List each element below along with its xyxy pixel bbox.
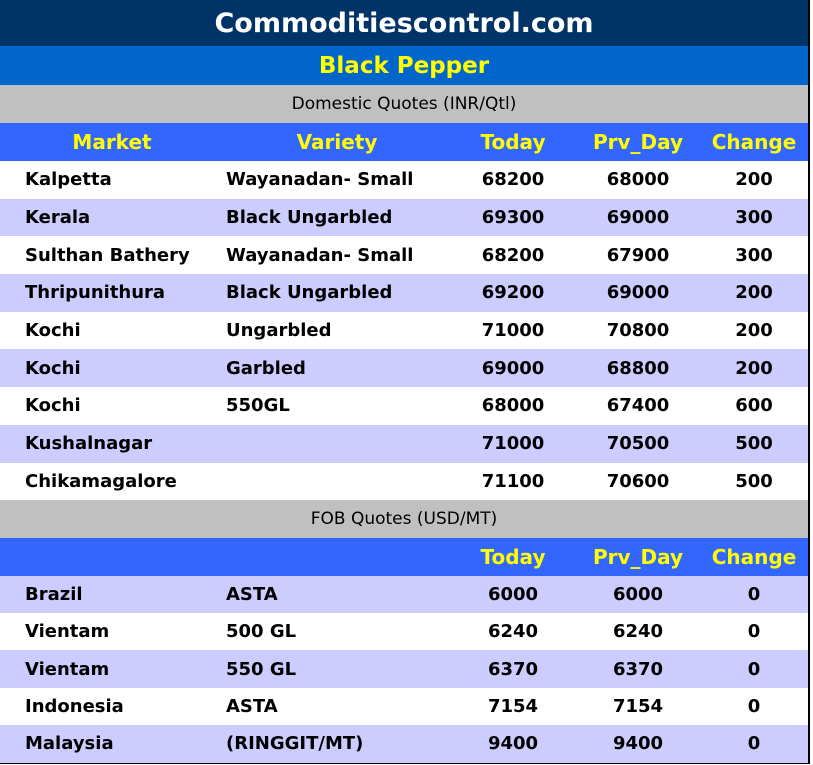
- cell-today: 69300: [481, 207, 545, 229]
- table-row: Vientam 500 GL 6240 6240 0: [0, 613, 808, 650]
- table-row: Malaysia (RINGGIT/MT) 9400 9400 0: [0, 725, 808, 763]
- cell-change: 500: [735, 433, 773, 455]
- cell-prv-day: 68000: [606, 169, 670, 191]
- cell-market: Kochi: [25, 357, 81, 379]
- cell-change: 500: [735, 470, 773, 492]
- cell-today: 71000: [481, 320, 545, 342]
- cell-today: 6000: [487, 583, 539, 605]
- cell-prv-day: 6370: [612, 658, 664, 680]
- cell-change: 200: [735, 357, 773, 379]
- cell-change: 0: [747, 658, 761, 680]
- table-row: Thripunithura Black Ungarbled 69200 69000 20…: [0, 274, 808, 312]
- cell-change: 200: [735, 169, 773, 191]
- commodity-title: Black Pepper: [0, 46, 808, 85]
- cell-market: Kochi: [25, 395, 81, 417]
- header-change: Change: [711, 130, 797, 154]
- cell-market: Kushalnagar: [25, 433, 153, 455]
- cell-market: Sulthan Bathery: [25, 244, 190, 266]
- cell-variety: Wayanadan- Small: [226, 244, 414, 266]
- table-row: Kochi Garbled 69000 68800 200: [0, 349, 808, 388]
- cell-today: 71000: [481, 433, 545, 455]
- cell-today: 68000: [481, 395, 545, 417]
- cell-today: 6240: [487, 621, 539, 643]
- header-today: Today: [480, 130, 546, 154]
- table-row: Kushalnagar 71000 70500 500: [0, 424, 808, 463]
- cell-variety: Wayanadan- Small: [226, 169, 414, 191]
- cell-variety: Ungarbled: [226, 320, 332, 342]
- cell-change: 200: [735, 320, 773, 342]
- fob-section-title: FOB Quotes (USD/MT): [0, 500, 808, 539]
- cell-today: 6370: [487, 658, 539, 680]
- cell-market: Chikamagalore: [25, 470, 177, 492]
- cell-prv-day: 68800: [606, 357, 670, 379]
- cell-today: 69000: [481, 357, 545, 379]
- cell-prv-day: 6240: [612, 621, 664, 643]
- table-row: Kochi 550GL 68000 67400 600: [0, 387, 808, 425]
- cell-variety: Garbled: [226, 357, 306, 379]
- cell-prv-day: 9400: [612, 733, 664, 755]
- cell-prv-day: 69000: [606, 282, 670, 304]
- cell-variety: 500 GL: [226, 621, 297, 643]
- header-prv-day: Prv_Day: [592, 544, 684, 569]
- cell-market: Kochi: [25, 320, 81, 342]
- domestic-table: Market Variety Today Prv_Day Change Kalpetta W…: [0, 123, 808, 500]
- cell-variety: 550GL: [226, 395, 290, 417]
- domestic-section-title: Domestic Quotes (INR/Qtl): [0, 85, 808, 123]
- cell-market: Indonesia: [25, 695, 124, 717]
- site-title: Commoditiescontrol.com: [0, 0, 808, 46]
- cell-prv-day: 6000: [612, 583, 664, 605]
- cell-today: 68200: [481, 169, 545, 191]
- cell-prv-day: 70500: [606, 433, 670, 455]
- cell-variety: ASTA: [226, 583, 278, 605]
- cell-change: 300: [735, 207, 773, 229]
- cell-variety: ASTA: [226, 695, 278, 717]
- cell-variety: 550 GL: [226, 658, 297, 680]
- table-row: Sulthan Bathery Wayanadan- Small 68200 6790…: [0, 236, 808, 274]
- table-row: Kochi Ungarbled 71000 70800 200: [0, 312, 808, 350]
- cell-prv-day: 69000: [606, 207, 670, 229]
- cell-market: Kerala: [25, 207, 91, 229]
- cell-change: 300: [735, 244, 773, 266]
- cell-prv-day: 67900: [606, 244, 670, 266]
- header-row: Today Prv_Day Change: [0, 538, 808, 576]
- cell-market: Kalpetta: [25, 169, 112, 191]
- cell-prv-day: 67400: [606, 395, 670, 417]
- table-row: Brazil ASTA 6000 6000 0: [0, 575, 808, 613]
- fob-table: Today Prv_Day Change Brazil ASTA 6000 6000 0 Vie…: [0, 538, 808, 763]
- header-variety: Variety: [296, 130, 378, 154]
- header-change: Change: [711, 544, 797, 569]
- header-today: Today: [480, 544, 546, 569]
- cell-prv-day: 70600: [606, 470, 670, 492]
- cell-prv-day: 7154: [612, 695, 664, 717]
- table-row: Kerala Black Ungarbled 69300 69000 300: [0, 198, 808, 237]
- cell-change: 0: [747, 583, 761, 605]
- cell-change: 0: [747, 695, 761, 717]
- table-row: Vientam 550 GL 6370 6370 0: [0, 650, 808, 688]
- cell-market: Vientam: [25, 621, 110, 643]
- cell-variety: Black Ungarbled: [226, 282, 393, 304]
- table-row: Chikamagalore 71100 70600 500: [0, 463, 808, 501]
- cell-market: Malaysia: [25, 733, 114, 755]
- table-row: Kalpetta Wayanadan- Small 68200 68000 200: [0, 161, 808, 199]
- header-market: Market: [72, 130, 152, 154]
- cell-market: Vientam: [25, 658, 110, 680]
- cell-change: 0: [747, 621, 761, 643]
- cell-today: 9400: [487, 733, 539, 755]
- cell-today: 71100: [481, 470, 545, 492]
- cell-variety: Black Ungarbled: [226, 207, 393, 229]
- cell-change: 0: [747, 733, 761, 755]
- cell-market: Thripunithura: [25, 282, 166, 304]
- header-row: Market Variety Today Prv_Day Change: [0, 123, 808, 161]
- cell-prv-day: 70800: [606, 320, 670, 342]
- cell-variety: (RINGGIT/MT): [226, 733, 364, 755]
- cell-change: 600: [735, 395, 773, 417]
- cell-today: 69200: [481, 282, 545, 304]
- cell-today: 7154: [487, 695, 539, 717]
- header-prv-day: Prv_Day: [592, 130, 684, 154]
- cell-today: 68200: [481, 244, 545, 266]
- table-row: Indonesia ASTA 7154 7154 0: [0, 688, 808, 725]
- cell-change: 200: [735, 282, 773, 304]
- cell-market: Brazil: [25, 583, 83, 605]
